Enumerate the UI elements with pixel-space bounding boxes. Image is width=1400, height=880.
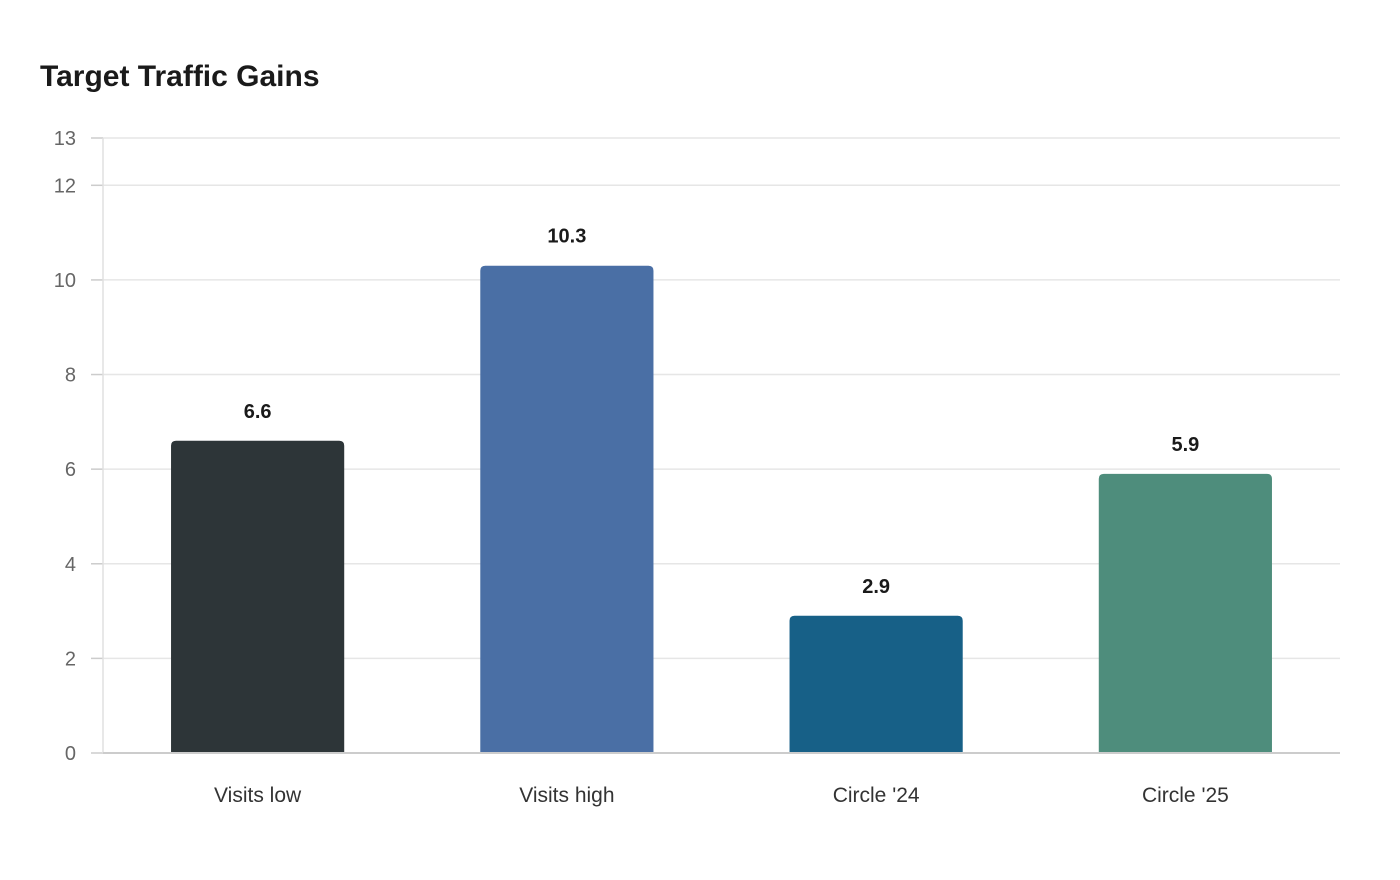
x-tick-label: Circle '25	[1142, 784, 1229, 807]
y-tick-label: 2	[65, 648, 76, 670]
bar-value-label: 6.6	[244, 401, 272, 423]
y-tick-label: 6	[65, 459, 76, 481]
y-tick-label: 13	[54, 128, 76, 150]
y-tick-label: 4	[65, 554, 76, 576]
bar-value-label: 5.9	[1171, 434, 1199, 456]
y-axis: 0 2 4 6 8 10 12 13	[54, 128, 104, 765]
bar	[1098, 473, 1272, 753]
x-tick-label: Circle '24	[833, 784, 920, 807]
y-tick-label: 10	[54, 270, 76, 292]
bars: 6.6 10.3 2.9 5.9	[171, 226, 1272, 753]
y-tick-label: 0	[65, 743, 76, 765]
x-axis: Visits low Visits high Circle '24 Circle '2…	[103, 752, 1340, 807]
x-tick-label: Visits high	[519, 784, 614, 807]
y-tick-label: 12	[54, 175, 76, 197]
chart-title: Target Traffic Gains	[40, 60, 320, 93]
bar	[171, 440, 345, 753]
x-tick-label: Visits low	[214, 784, 302, 807]
bar-value-label: 10.3	[547, 226, 586, 248]
y-tick-label: 8	[65, 365, 76, 387]
bar-value-label: 2.9	[862, 576, 890, 598]
bar	[789, 615, 963, 753]
bar	[480, 265, 654, 753]
